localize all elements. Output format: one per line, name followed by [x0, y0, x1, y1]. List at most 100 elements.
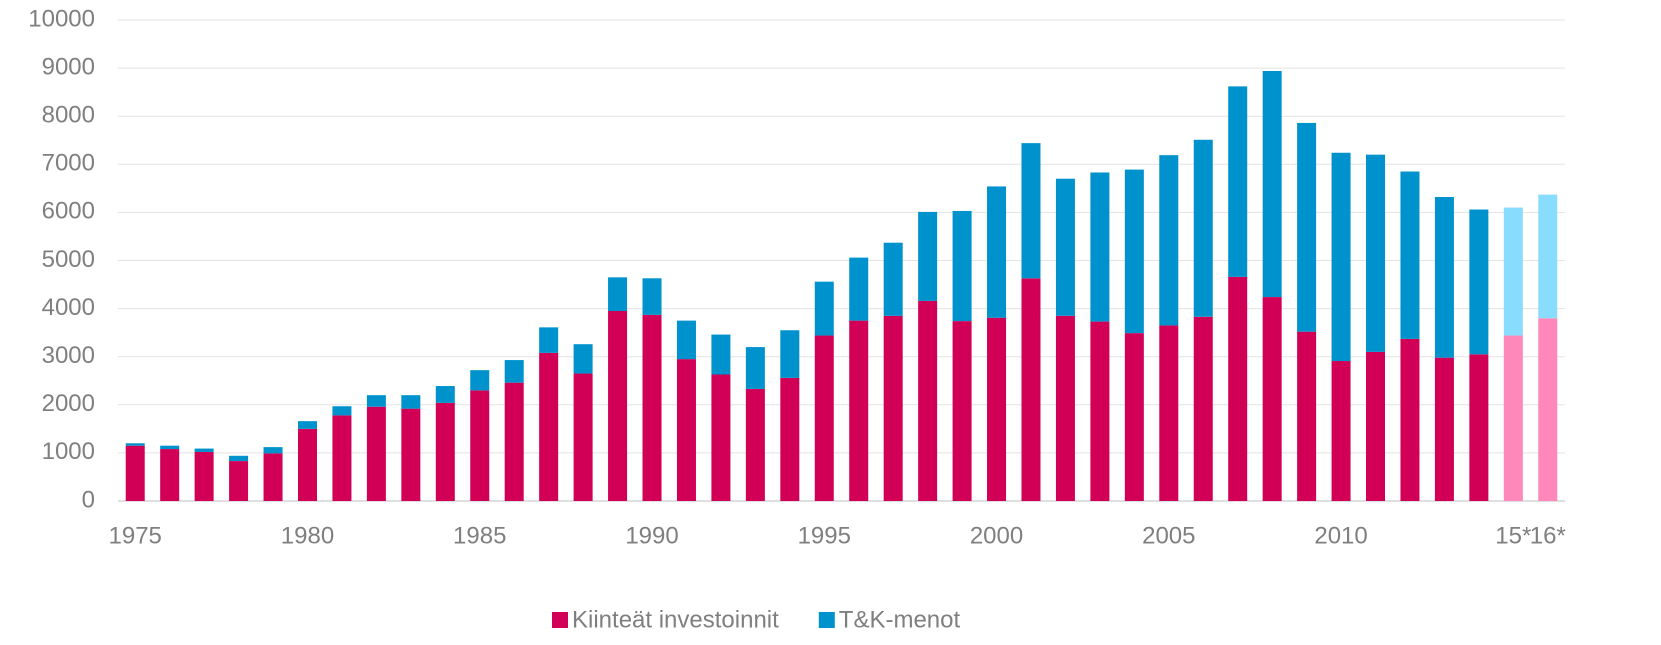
x-tick-label: 15*	[1495, 522, 1531, 549]
x-tick-label: 1990	[625, 522, 678, 549]
bar-segment	[573, 373, 593, 501]
bar-segment	[608, 311, 628, 501]
bar-segment	[1021, 143, 1041, 279]
bar-segment	[745, 388, 765, 501]
bar-segment	[435, 386, 455, 403]
bar-segment	[1124, 169, 1144, 334]
bar-segment	[229, 455, 249, 462]
bar-segment	[1297, 331, 1317, 501]
bar-segment	[125, 443, 145, 446]
bar-segment	[1400, 338, 1420, 501]
bar-segment	[160, 445, 180, 450]
bar-segment	[332, 415, 352, 501]
bar-segment	[1366, 351, 1386, 501]
bar-segment	[1090, 321, 1110, 501]
bar-segment	[229, 461, 249, 501]
bar-segment	[263, 447, 283, 454]
x-tick-label: 1980	[281, 522, 334, 549]
bar-segment	[1228, 276, 1248, 501]
bar-segment	[1297, 122, 1317, 332]
y-tick-label: 3000	[42, 342, 95, 369]
bar-segment	[160, 449, 180, 501]
bar-segment	[297, 428, 317, 501]
bar-segment	[1503, 207, 1523, 336]
x-tick-label: 1975	[109, 522, 162, 549]
bar-segment	[1159, 325, 1179, 501]
y-tick-label: 5000	[42, 246, 95, 273]
bar-segment	[883, 315, 903, 501]
bar-segment	[1124, 333, 1144, 501]
legend-swatch	[818, 612, 835, 628]
bar-segment	[952, 210, 972, 322]
legend-label: T&K-menot	[839, 606, 961, 633]
bar-segment	[1228, 86, 1248, 277]
bar-segment	[504, 360, 524, 383]
bar-segment	[1090, 172, 1110, 322]
y-tick-label: 2000	[42, 390, 95, 417]
y-tick-label: 8000	[42, 102, 95, 129]
y-tick-label: 0	[82, 486, 95, 513]
bar-segment	[194, 451, 214, 501]
bar-segment	[1469, 209, 1489, 355]
y-tick-label: 4000	[42, 294, 95, 321]
bar-segment	[987, 317, 1007, 501]
bar-segment	[780, 330, 800, 378]
bar-segment	[194, 448, 214, 452]
bar-segment	[711, 374, 731, 501]
bar-segment	[608, 277, 628, 312]
bar-segment	[573, 344, 593, 374]
bar-segment	[849, 257, 869, 321]
bar-segment	[1538, 318, 1558, 501]
bar-segment	[1503, 335, 1523, 501]
bar-segment	[366, 406, 386, 501]
bar-segment	[676, 320, 696, 360]
y-tick-label: 10000	[28, 5, 95, 32]
bar-segment	[745, 347, 765, 389]
bar-segment	[1021, 278, 1041, 501]
bar-segment	[1159, 155, 1179, 326]
x-tick-label: 1995	[798, 522, 851, 549]
x-tick-label: 2005	[1142, 522, 1195, 549]
bar-segment	[883, 242, 903, 316]
bar-segment	[918, 211, 938, 301]
bar-segment	[642, 314, 662, 501]
bar-segment	[539, 352, 559, 501]
bar-segment	[711, 334, 731, 375]
legend-label: Kiinteät investoinnit	[572, 606, 779, 633]
bar-segment	[1434, 197, 1454, 358]
bar-segment	[642, 278, 662, 315]
bar-segment	[1469, 354, 1489, 501]
y-tick-label: 1000	[42, 438, 95, 465]
x-tick-label: 16*	[1530, 522, 1566, 549]
bar-segment	[1055, 178, 1075, 316]
y-tick-label: 9000	[42, 53, 95, 80]
y-tick-label: 6000	[42, 198, 95, 225]
bar-segment	[1331, 361, 1351, 501]
bar-segment	[918, 300, 938, 501]
bar-segment	[539, 327, 559, 353]
legend-swatch	[552, 612, 568, 628]
bar-segment	[125, 445, 145, 501]
bar-segment	[504, 382, 524, 501]
x-tick-label: 1985	[453, 522, 506, 549]
bar-segment	[366, 395, 386, 407]
bar-segment	[332, 406, 352, 416]
bar-segment	[1193, 139, 1213, 317]
bar-segment	[470, 390, 490, 501]
y-tick-label: 7000	[42, 150, 95, 177]
bar-segment	[1262, 297, 1282, 501]
bar-segment	[1434, 357, 1454, 501]
bar-segment	[987, 186, 1007, 318]
x-tick-label: 2010	[1314, 522, 1367, 549]
bar-segment	[1538, 194, 1558, 319]
bar-segment	[1331, 152, 1351, 362]
bar-segment	[952, 321, 972, 501]
bar-segment	[676, 359, 696, 501]
bar-segment	[814, 335, 834, 501]
bar-segment	[814, 281, 834, 336]
x-tick-label: 2000	[970, 522, 1023, 549]
bar-segment	[1055, 315, 1075, 501]
bar-segment	[263, 453, 283, 501]
bar-segment	[401, 395, 421, 409]
